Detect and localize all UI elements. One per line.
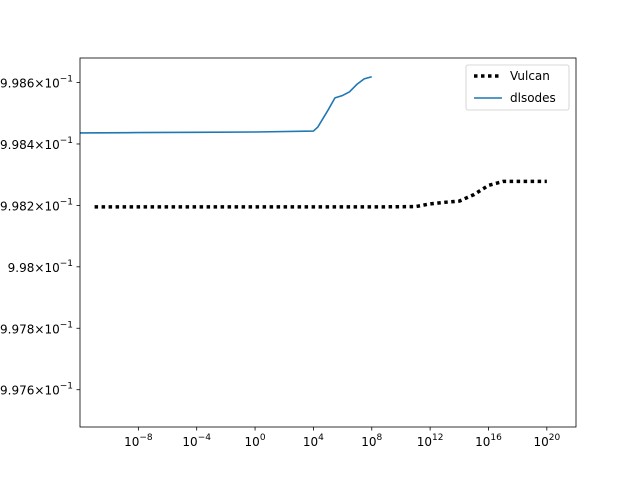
x-tick-label: 104 (303, 433, 324, 449)
x-tick-label: 10−4 (182, 433, 211, 449)
y-tick-label: 9.982×10−1 (0, 197, 73, 213)
y-tick-label: 9.976×10−1 (0, 382, 73, 398)
x-tick-label: 108 (361, 433, 382, 449)
series-line-vulcan (94, 179, 547, 209)
legend-label-vulcan: Vulcan (510, 69, 550, 83)
legend-label-dlsodes: dlsodes (510, 91, 556, 105)
x-tick-label: 1020 (533, 433, 560, 449)
axes-frame (79, 57, 577, 428)
y-tick-label: 9.98×10−1 (8, 259, 73, 275)
series-line-dlsodes (79, 75, 372, 134)
y-tick-label: 9.978×10−1 (0, 320, 73, 336)
x-tick-label: 10−8 (124, 433, 153, 449)
y-tick-label: 9.984×10−1 (0, 136, 73, 152)
series-layer (79, 75, 547, 209)
y-tick-label: 9.986×10−1 (0, 75, 73, 91)
x-tick-label: 1012 (417, 433, 444, 449)
legend: Vulcan dlsodes (465, 64, 570, 111)
x-tick-label: 1016 (475, 433, 502, 449)
tick-layer: 10−8 10−4 100 104 108 1012 1016 1020 9.976×10−1 9… (0, 75, 560, 449)
x-tick-label: 100 (245, 433, 266, 449)
